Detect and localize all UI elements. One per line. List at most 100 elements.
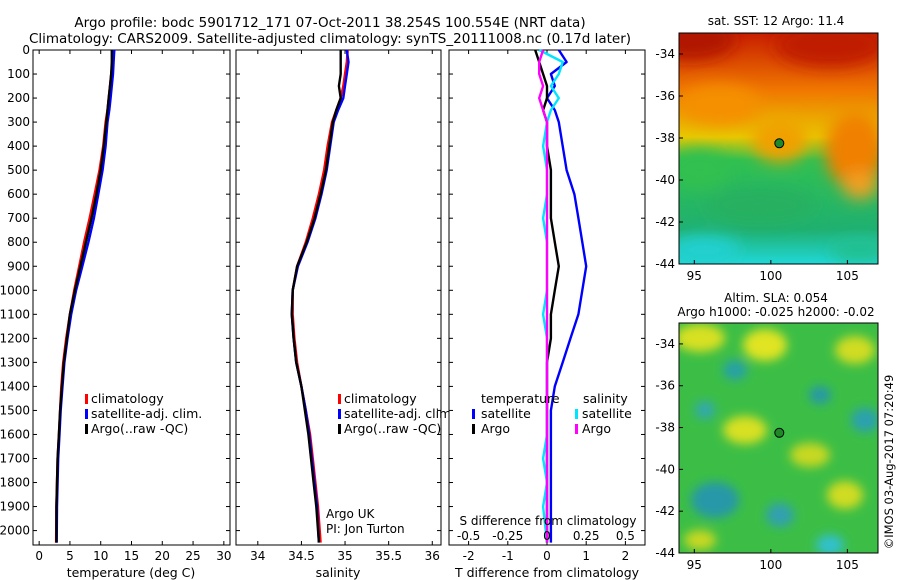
depth-tick-label: 1400 [0, 379, 30, 393]
temperature-profiles [54, 49, 116, 543]
depth-tick-label: 1800 [0, 476, 30, 490]
argo-float-marker [774, 138, 785, 149]
x-tick-label: -2 [463, 549, 475, 563]
legend-label-t-argo: Argo [481, 421, 510, 436]
depth-tick-label: 200 [7, 91, 30, 105]
sst-map-lat-ticks: -34 -36 -38 -40 -42 -44 [655, 47, 683, 271]
salinity-legend: climatology satellite-adj. clim. Argo(..… [338, 391, 455, 436]
s-difference-tick-label: 0 [543, 529, 551, 543]
lat-tick-label: -44 [655, 546, 675, 560]
x-tick-label: 10 [93, 549, 108, 563]
sla-map-title-1: Altim. SLA: 0.054 [724, 291, 828, 305]
x-tick-label: 0 [35, 549, 43, 563]
depth-tick-label: 700 [7, 211, 30, 225]
difference-x-ticks: -2 -1 0 1 2 [463, 50, 630, 563]
lat-tick-label: -38 [655, 131, 675, 145]
legend-label-s-satellite: satellite [582, 406, 632, 421]
depth-tick-label: 2000 [0, 524, 30, 538]
salinity-axes-frame [235, 49, 442, 546]
sla-field [679, 323, 878, 553]
lat-tick-label: -34 [655, 337, 675, 351]
depth-tick-label: 1700 [0, 451, 30, 465]
x-tick-label: 20 [155, 549, 170, 563]
temperature-x-label: temperature (deg C) [67, 565, 196, 580]
lat-tick-label: -40 [655, 462, 675, 476]
legend-swatch-t-satellite [472, 409, 475, 419]
depth-tick-label: 1900 [0, 500, 30, 514]
lat-tick-label: -38 [655, 421, 675, 435]
imos-watermark: ©IMOS 03-Aug-2017 07:20:49 [882, 375, 896, 550]
x-tick-label: 35.5 [375, 549, 402, 563]
legend-label-satellite-adj: satellite-adj. clim. [91, 406, 202, 421]
depth-tick-label: 300 [7, 115, 30, 129]
annotation-pi: PI: Jon Turton [326, 522, 405, 536]
difference-panel: -2 -1 0 1 2 S difference from climatology -0… [448, 48, 646, 580]
sla-map-lon-ticks: 95 100 105 [687, 549, 859, 572]
argo-float-marker [774, 427, 785, 438]
depth-tick-label: 100 [7, 67, 30, 81]
legend-swatch-s-satellite [575, 409, 578, 419]
depth-tick-label: 800 [7, 235, 30, 249]
temperature-axes-frame [32, 49, 231, 546]
sla-map-title-2: Argo h1000: -0.025 h2000: -0.02 [677, 305, 874, 319]
sla-map: Altim. SLA: 0.054 Argo h1000: -0.025 h20… [655, 291, 879, 572]
depth-tick-label: 900 [7, 259, 30, 273]
lat-tick-label: -36 [655, 89, 675, 103]
legend-swatch-argo [338, 424, 341, 434]
sst-map: sat. SST: 12 Argo: 11.4 -34-36-38-40-42-… [655, 14, 879, 283]
lon-tick-label: 100 [759, 269, 782, 283]
sst-map-title: sat. SST: 12 Argo: 11.4 [708, 14, 845, 28]
title-line-1: Argo profile: bodc 5901712_171 07-Oct-20… [74, 15, 585, 31]
depth-tick-label: 0 [22, 43, 30, 57]
lon-tick-label: 105 [836, 558, 859, 572]
x-tick-label: 2 [622, 549, 630, 563]
s-difference-tick-label: -0.25 [492, 529, 523, 543]
salinity-y-ticks [236, 49, 441, 532]
lon-tick-label: 95 [687, 558, 702, 572]
depth-tick-label: 1500 [0, 403, 30, 417]
depth-tick-labels: 0 100 200 300 400 500 600 700 800 900 1000 1100 1200… [0, 43, 230, 538]
lon-tick-label: 95 [687, 269, 702, 283]
depth-tick-label: 400 [7, 139, 30, 153]
temperature-x-ticks: 0 5 10 15 20 25 30 [35, 50, 231, 563]
argo-raw-qc--profile [55, 50, 114, 543]
difference-y-ticks [449, 49, 645, 532]
x-tick-label: 5 [66, 549, 74, 563]
x-tick-label: 34.5 [288, 549, 315, 563]
lon-tick-label: 100 [759, 558, 782, 572]
depth-tick-label: 1300 [0, 355, 30, 369]
temperature-panel: 0100200300400500600700800900100011001200… [0, 43, 231, 580]
lat-tick-label: -36 [655, 379, 675, 393]
annotation-argo-uk: Argo UK [326, 507, 375, 521]
legend-header-salinity: salinity [583, 391, 628, 406]
depth-tick-label: 1100 [0, 307, 30, 321]
depth-tick-label: 1200 [0, 331, 30, 345]
salinity-profiles [290, 49, 350, 543]
x-tick-label: 36 [425, 549, 440, 563]
s-difference-tick-label: 0.5 [616, 529, 635, 543]
legend-header-temperature: temperature [481, 391, 560, 406]
salinity-argo-profile [538, 49, 549, 543]
sla-map-frame [678, 322, 879, 554]
sst-field [679, 33, 878, 264]
lat-tick-label: -42 [655, 215, 675, 229]
sst-map-lon-ticks: 95 100 105 [687, 260, 859, 283]
temperature-satellite-profile [545, 49, 588, 543]
t-difference-label: T difference from climatology [454, 565, 640, 580]
legend-label-t-satellite: satellite [481, 406, 531, 421]
legend-swatch-t-argo [472, 424, 475, 434]
legend-swatch-s-argo [575, 424, 578, 434]
sla-map-lat-ticks: -34 -36 -38 -40 -42 -44 [655, 337, 683, 560]
sst-map-frame [678, 32, 879, 265]
argo-raw-qc--profile [290, 50, 342, 543]
s-difference-tick-label: 0.25 [573, 529, 600, 543]
lat-tick-label: -44 [655, 257, 675, 271]
x-tick-label: 34 [250, 549, 265, 563]
salinity-x-ticks: 34 34.5 35 35.5 36 [250, 50, 440, 563]
title-line-2: Climatology: CARS2009. Satellite-adjuste… [29, 31, 631, 47]
depth-tick-label: 600 [7, 187, 30, 201]
depth-tick-label: 1600 [0, 427, 30, 441]
legend-label-climatology: climatology [344, 391, 417, 406]
x-tick-label: 35 [337, 549, 352, 563]
